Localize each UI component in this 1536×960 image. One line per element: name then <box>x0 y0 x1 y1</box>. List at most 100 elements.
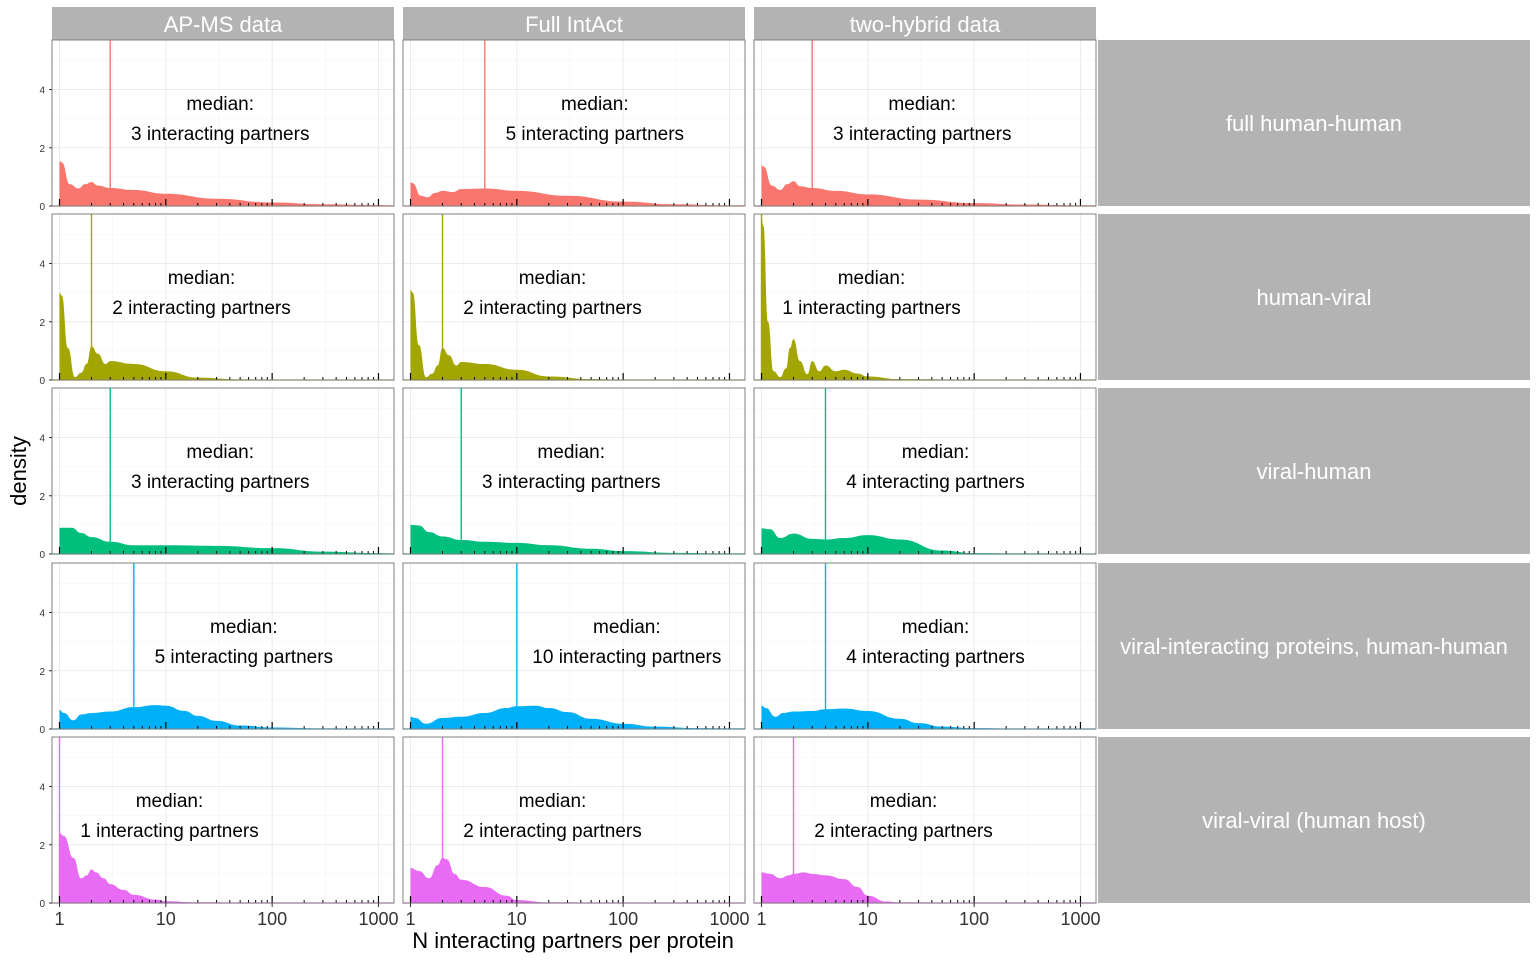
median-title: median: <box>870 791 938 812</box>
y-tick-label: 4 <box>39 609 45 620</box>
facet-panel: median: 3 interacting partners <box>51 39 395 207</box>
median-title: median: <box>593 617 661 638</box>
median-title: median: <box>902 617 970 638</box>
facet-panel: median: 2 interacting partners <box>402 736 746 904</box>
y-tick-label: 0 <box>39 725 45 736</box>
row-strips: full human-human human-viral viral-human vi… <box>1098 40 1530 903</box>
x-tick-label: 10 <box>858 909 878 929</box>
panel-border <box>51 213 395 381</box>
median-value-label: 1 interacting partners <box>782 298 961 319</box>
median-value-label: 2 interacting partners <box>463 821 642 842</box>
median-title: median: <box>186 94 254 115</box>
median-title: median: <box>168 268 236 289</box>
density-area <box>761 872 1096 903</box>
median-title: median: <box>838 268 906 289</box>
y-tick-label: 2 <box>39 318 45 329</box>
density-area <box>761 705 1096 729</box>
panel-border <box>402 562 746 730</box>
axes: 0 2 4 0 2 4 0 2 4 0 2 4 0 2 4 1 10 100 1000 1 10 100 1000 1 10 10… <box>39 86 1100 929</box>
median-value-label: 5 interacting partners <box>155 647 334 668</box>
median-value-label: 1 interacting partners <box>80 821 259 842</box>
x-tick-label: 1 <box>405 909 415 929</box>
row-strip-label: viral-human <box>1257 459 1372 484</box>
median-title: median: <box>519 268 587 289</box>
facet-panel: median: 3 interacting partners <box>402 387 746 555</box>
median-value-label: 3 interacting partners <box>131 124 310 145</box>
column-strip <box>52 7 394 40</box>
row-strip <box>1098 563 1530 729</box>
y-tick-label: 4 <box>39 783 45 794</box>
x-tick-label: 1 <box>54 909 64 929</box>
x-tick-label: 1000 <box>709 909 749 929</box>
panel-border <box>753 387 1097 555</box>
column-strip-label: Full IntAct <box>525 12 623 37</box>
median-title: median: <box>210 617 278 638</box>
facet-panels: median: 3 interacting partners median: 5 in… <box>51 39 1097 904</box>
density-area <box>410 524 745 554</box>
median-value-label: 3 interacting partners <box>482 472 661 493</box>
facet-panel: median: 2 interacting partners <box>51 213 395 381</box>
panel-border <box>402 736 746 904</box>
median-title: median: <box>519 791 587 812</box>
panel-border <box>402 213 746 381</box>
y-tick-label: 4 <box>39 260 45 271</box>
x-tick-label: 10 <box>507 909 527 929</box>
y-tick-label: 0 <box>39 202 45 213</box>
row-strip-label: full human-human <box>1226 111 1402 136</box>
y-axis-title: density <box>6 436 31 506</box>
y-tick-label: 4 <box>39 86 45 97</box>
row-strip-label: viral-interacting proteins, human-human <box>1120 634 1508 659</box>
median-value-label: 4 interacting partners <box>846 472 1025 493</box>
facet-panel: median: 4 interacting partners <box>753 562 1097 730</box>
facet-panel: median: 10 interacting partners <box>402 562 746 730</box>
panel-border <box>402 387 746 555</box>
median-title: median: <box>561 94 629 115</box>
median-value-label: 2 interacting partners <box>463 298 642 319</box>
panel-border <box>753 213 1097 381</box>
median-title: median: <box>537 442 605 463</box>
panel-border <box>753 736 1097 904</box>
density-area <box>761 165 1096 206</box>
row-strip <box>1098 214 1530 380</box>
x-tick-label: 1000 <box>1060 909 1100 929</box>
facet-panel: median: 2 interacting partners <box>753 736 1097 904</box>
median-value-label: 4 interacting partners <box>846 647 1025 668</box>
median-title: median: <box>186 442 254 463</box>
median-value-label: 3 interacting partners <box>833 124 1012 145</box>
density-area <box>59 292 394 380</box>
density-area <box>761 216 1096 380</box>
panel-border <box>51 736 395 904</box>
column-strip-label: two-hybrid data <box>850 12 1001 37</box>
row-strip <box>1098 40 1530 206</box>
y-tick-label: 0 <box>39 550 45 561</box>
panel-border <box>51 39 395 207</box>
column-strips: AP-MS data Full IntAct two-hybrid data <box>52 7 1096 40</box>
x-tick-label: 10 <box>156 909 176 929</box>
facet-panel: median: 4 interacting partners <box>753 387 1097 555</box>
median-title: median: <box>888 94 956 115</box>
median-value-label: 3 interacting partners <box>131 472 310 493</box>
x-tick-label: 100 <box>257 909 287 929</box>
median-title: median: <box>136 791 204 812</box>
y-tick-label: 2 <box>39 144 45 155</box>
density-area <box>410 289 745 380</box>
density-area <box>59 833 394 903</box>
panel-border <box>51 562 395 730</box>
y-tick-label: 0 <box>39 376 45 387</box>
x-tick-label: 100 <box>608 909 638 929</box>
density-area <box>59 160 394 206</box>
facet-panel: median: 1 interacting partners <box>51 736 395 904</box>
median-value-label: 2 interacting partners <box>112 298 291 319</box>
panel-border <box>51 387 395 555</box>
panel-border <box>753 562 1097 730</box>
density-area <box>410 857 745 903</box>
x-tick-label: 100 <box>959 909 989 929</box>
facet-panel: median: 1 interacting partners <box>753 213 1097 381</box>
density-area <box>761 528 1096 554</box>
row-strip-label: viral-viral (human host) <box>1202 808 1426 833</box>
facet-panel: median: 3 interacting partners <box>51 387 395 555</box>
x-axis-title: N interacting partners per protein <box>412 928 734 953</box>
column-strip <box>403 7 745 40</box>
facet-panel: median: 2 interacting partners <box>402 213 746 381</box>
row-strip <box>1098 388 1530 554</box>
